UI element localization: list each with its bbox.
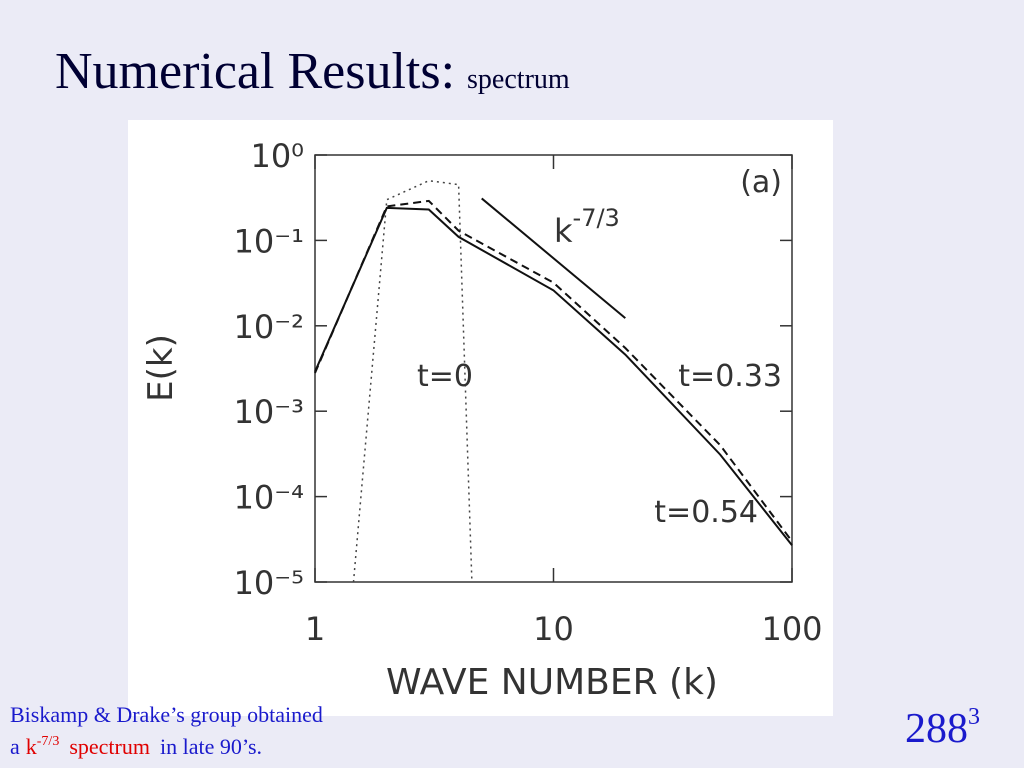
footnote-exponent: -7/3 xyxy=(37,734,60,749)
x-tick-label: 10 xyxy=(533,610,574,648)
y-tick-label: 10⁻¹ xyxy=(234,222,304,260)
series-line xyxy=(314,199,793,542)
footnote-highlight: spectrum xyxy=(69,734,150,759)
y-tick-label: 10⁻⁴ xyxy=(234,479,304,517)
footnote-line2: a k-7/3 spectrum in late 90’s. xyxy=(10,734,262,759)
chart-panel xyxy=(128,120,833,716)
series-label: t=0.33 xyxy=(678,359,782,394)
footnote-prefix: a xyxy=(10,734,20,759)
x-axis-label: WAVE NUMBER (k) xyxy=(386,662,718,703)
reference-k: k xyxy=(554,212,573,250)
series-line xyxy=(314,206,793,546)
panel-label: (a) xyxy=(740,165,782,200)
resolution-base: 288 xyxy=(905,706,968,752)
x-tick-label: 1 xyxy=(305,610,325,648)
resolution-exponent: 3 xyxy=(968,704,980,730)
y-tick-label: 10⁰ xyxy=(250,137,304,175)
reference-label: k-7/3 xyxy=(554,204,620,250)
reference-exponent: -7/3 xyxy=(573,204,620,232)
reference-line xyxy=(481,197,626,319)
slide-title: Numerical Results: spectrum xyxy=(55,43,570,100)
footnote-suffix: in late 90’s. xyxy=(160,734,262,759)
y-axis-label: E(k) xyxy=(141,334,181,402)
resolution: 2883 xyxy=(905,704,980,752)
footnote-line1: Biskamp & Drake’s group obtained xyxy=(10,702,323,727)
footnote-k: k xyxy=(26,734,37,759)
series-label: t=0 xyxy=(417,359,473,394)
x-tick-label: 100 xyxy=(761,610,822,648)
y-tick-label: 10⁻⁵ xyxy=(234,564,304,602)
y-tick-label: 10⁻³ xyxy=(234,393,304,431)
title-main: Numerical Results: xyxy=(55,43,455,100)
title-sub: spectrum xyxy=(467,64,570,95)
series-label: t=0.54 xyxy=(654,495,758,530)
y-tick-label: 10⁻² xyxy=(234,308,304,346)
